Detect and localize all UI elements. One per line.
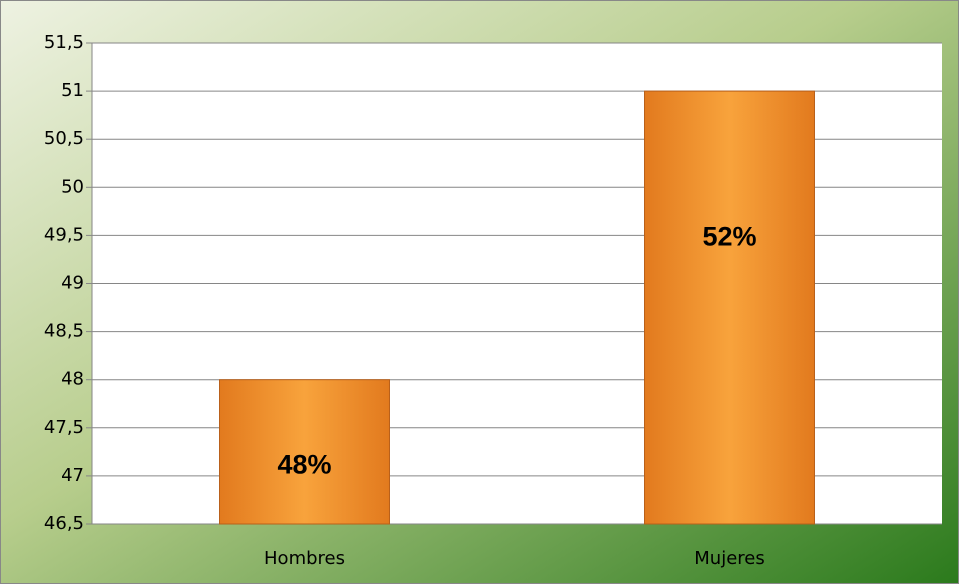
- y-tick-label: 46,5: [44, 513, 84, 534]
- bar: [219, 379, 390, 525]
- bar: [644, 90, 815, 525]
- annotation: 52%: [702, 221, 756, 251]
- y-tick-label: 51: [61, 80, 84, 101]
- y-tick-label: 48: [61, 369, 84, 390]
- annotation: 48%: [277, 449, 331, 479]
- x-tick-label: Mujeres: [694, 548, 764, 569]
- y-tick-label: 50: [61, 176, 84, 197]
- y-tick-label: 49,5: [44, 224, 84, 245]
- y-tick-label: 47,5: [44, 417, 84, 438]
- y-tick-label: 47: [61, 465, 84, 486]
- y-tick-label: 48,5: [44, 321, 84, 342]
- y-tick-label: 49: [61, 273, 84, 294]
- y-tick-label: 50,5: [44, 128, 84, 149]
- y-tick-label: 51,5: [44, 32, 84, 53]
- x-tick-label: Hombres: [264, 548, 345, 569]
